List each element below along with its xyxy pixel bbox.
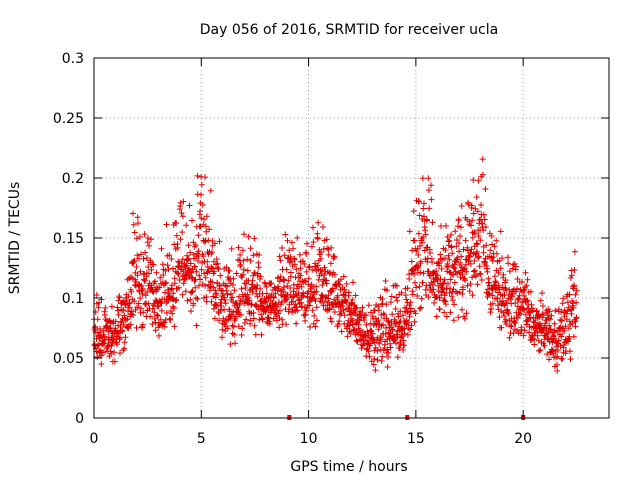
data-points — [91, 156, 580, 374]
plot-frame — [93, 57, 610, 419]
y-tick-label: 0 — [75, 411, 84, 427]
y-tick-label: 0.3 — [62, 51, 84, 67]
x-axis-label: GPS time / hours — [290, 459, 407, 475]
x-tick-label: 0 — [90, 431, 99, 447]
y-tick-label: 0.15 — [53, 231, 84, 247]
x-tick-label: 10 — [300, 431, 318, 447]
scatter-markers — [91, 156, 580, 374]
chart-title: Day 056 of 2016, SRMTID for receiver ucl… — [200, 22, 498, 38]
axis-ticks: 0 0.05 0.1 0.15 0.2 0.25 0.3 0 5 10 15 20 — [53, 51, 609, 447]
y-tick-label: 0.1 — [62, 291, 84, 307]
y-axis-label: SRMTID / TECUs — [7, 182, 23, 295]
y-tick-label: 0.25 — [53, 111, 84, 127]
x-tick-label: 5 — [197, 431, 206, 447]
grid-lines — [94, 58, 609, 418]
x-tick-label: 20 — [514, 431, 532, 447]
x-tick-label: 15 — [407, 431, 425, 447]
y-tick-label: 0.05 — [53, 351, 84, 367]
y-tick-label: 0.2 — [62, 171, 84, 187]
